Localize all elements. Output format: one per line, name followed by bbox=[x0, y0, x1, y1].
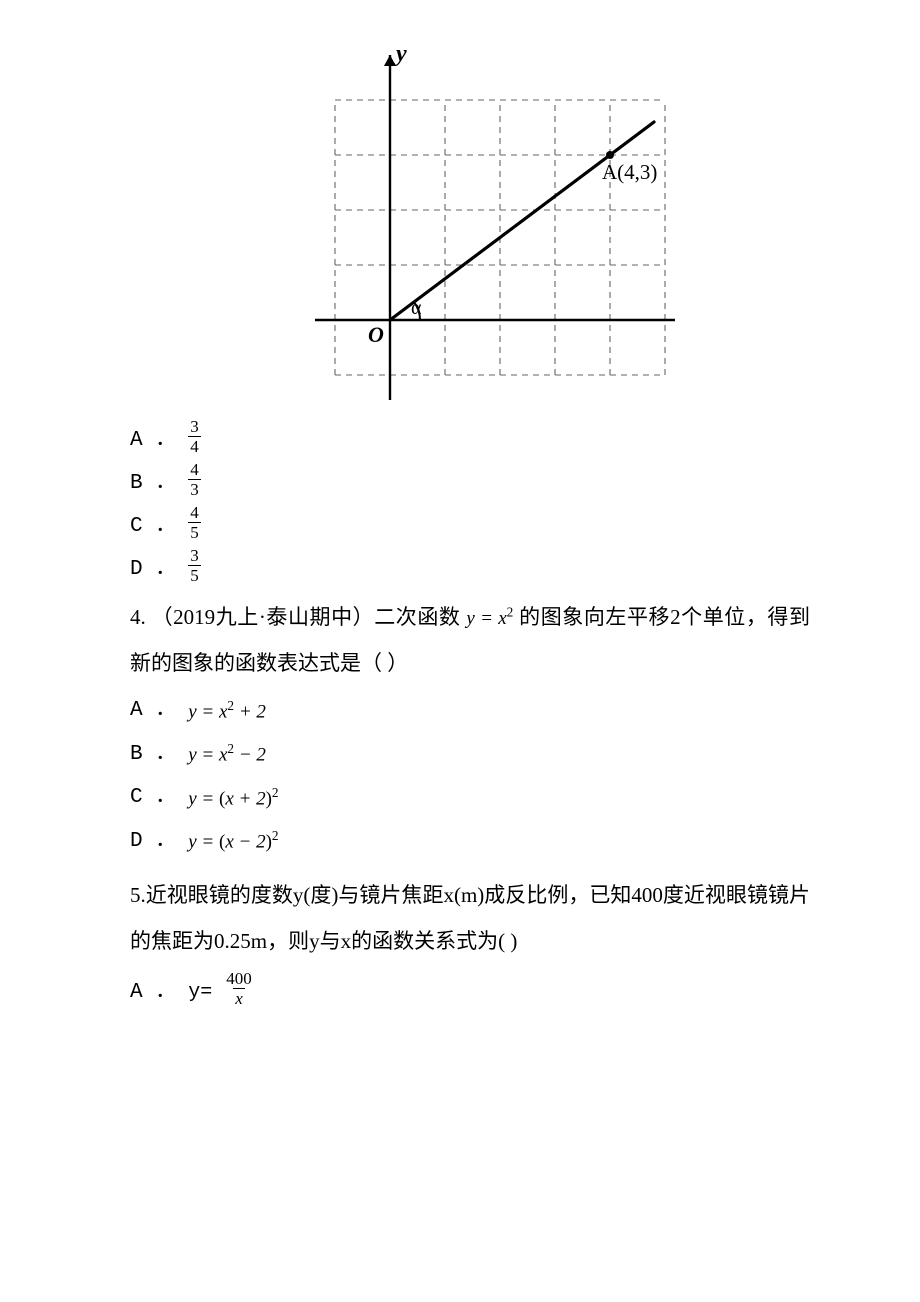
option-letter: A ． bbox=[130, 426, 176, 455]
q5-text: 5.近视眼镜的度数y(度)与镜片焦距x(m)成反比例，已知400度近视眼镜镜片的… bbox=[130, 872, 810, 964]
q4-eq: y = x2 bbox=[466, 608, 513, 629]
svg-text:α: α bbox=[411, 297, 422, 319]
option-letter: D ． bbox=[130, 555, 176, 584]
equation: y = x2 − 2 bbox=[188, 740, 266, 769]
option-letter: B ． bbox=[130, 740, 176, 769]
q3-option-b: B ． 4 3 bbox=[130, 461, 810, 498]
q4-option-d: D ． y = (x − 2)2 bbox=[130, 827, 810, 856]
q4-option-c: C ． y = (x + 2)2 bbox=[130, 783, 810, 812]
svg-text:O: O bbox=[368, 322, 384, 347]
svg-text:A(4,3): A(4,3) bbox=[602, 160, 657, 184]
q4-option-a: A ． y = x2 + 2 bbox=[130, 696, 810, 725]
option-letter: A ． bbox=[130, 696, 176, 725]
q4-option-b: B ． y = x2 − 2 bbox=[130, 740, 810, 769]
q3-option-c: C ． 4 5 bbox=[130, 504, 810, 541]
fraction: 4 5 bbox=[188, 504, 201, 541]
equation: y = (x + 2)2 bbox=[188, 784, 278, 813]
option-letter: C ． bbox=[130, 512, 176, 541]
q4-text: 4. （2019九上·泰山期中）二次函数 y = x2 的图象向左平移2个单位，… bbox=[130, 594, 810, 686]
svg-text:y: y bbox=[393, 41, 407, 67]
q5-option-a: A ． y= 400 x bbox=[130, 970, 810, 1007]
q3-chart: yxOαA(4,3) bbox=[130, 30, 810, 410]
q3-option-d: D ． 3 5 bbox=[130, 547, 810, 584]
option-letter: B ． bbox=[130, 469, 176, 498]
option-letter: D ． bbox=[130, 827, 176, 856]
equation-prefix: y= bbox=[188, 979, 212, 1007]
option-letter: C ． bbox=[130, 783, 176, 812]
equation: y = x2 + 2 bbox=[188, 697, 266, 726]
fraction: 3 5 bbox=[188, 547, 201, 584]
q3-option-a: A ． 3 4 bbox=[130, 418, 810, 455]
equation: y = (x − 2)2 bbox=[188, 827, 278, 856]
fraction: 400 x bbox=[224, 970, 254, 1007]
option-letter: A ． bbox=[130, 978, 176, 1007]
fraction: 3 4 bbox=[188, 418, 201, 455]
fraction: 4 3 bbox=[188, 461, 201, 498]
